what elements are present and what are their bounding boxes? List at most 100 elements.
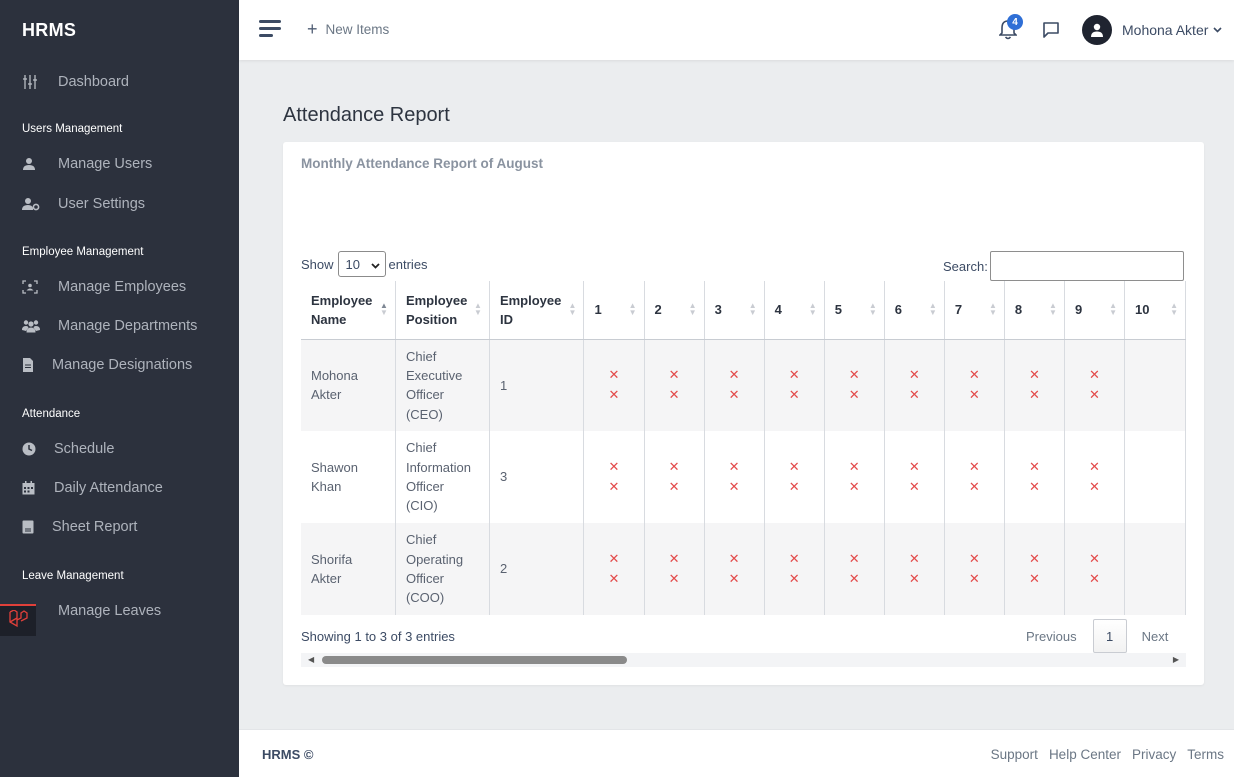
footer-link-terms[interactable]: Terms [1187,747,1224,762]
scroll-right-icon[interactable]: ▶ [1172,655,1179,664]
absent-mark-icon: ✕ [968,551,980,566]
top-header: + New Items 4 Mohona Akter [239,0,1234,60]
sort-icon: ▲ ▼ [748,301,757,317]
absent-mark-icon: ✕ [848,459,860,474]
page-length-select[interactable]: 10 [337,251,386,277]
new-items-button[interactable]: + New Items [307,20,389,38]
sidebar-item-label: User Settings [58,196,146,212]
column-header-day[interactable]: 7 ▲ ▼ [944,281,1005,340]
cell-attendance: ✕ ✕ [704,523,765,615]
report-card: Monthly Attendance Report of August Show… [283,142,1204,685]
footer-link-privacy[interactable]: Privacy [1131,747,1177,762]
show-label: Show [301,256,334,272]
cell-attendance: ✕ ✕ [1064,523,1126,615]
sort-icon: ▲ ▼ [568,301,577,317]
previous-page-button[interactable]: Previous [1026,628,1077,644]
sort-icon: ▲ ▼ [628,301,637,317]
cell-attendance: ✕ ✕ [644,339,705,431]
absent-mark-icon: ✕ [1089,459,1100,474]
column-header-label: 10 [1135,302,1150,318]
sort-asc-icon: ▲ ▼ [380,301,388,317]
section-title-employees: Employee Management [22,246,144,258]
sidebar-item-label: Manage Users [58,156,153,172]
column-header-label: 1 [594,302,602,318]
column-header-employee-position[interactable]: Employee Position ▲ ▼ [395,281,490,340]
cell-attendance: ✕ ✕ [704,339,765,431]
sort-icon: ▲ ▼ [868,301,877,317]
brand-logo[interactable]: HRMS [22,20,77,40]
user-name: Mohona Akter [1122,22,1209,38]
cell-attendance: ✕ ✕ [644,523,705,615]
search-label: Search: [943,258,988,274]
avatar [1082,15,1112,45]
column-header-day[interactable]: 5 ▲ ▼ [824,281,885,340]
column-header-day[interactable]: 6 ▲ ▼ [884,281,945,340]
cell-attendance: ✕ ✕ [944,339,1005,431]
absent-mark-icon: ✕ [608,367,620,383]
absent-mark-icon: ✕ [1028,367,1040,383]
sidebar-item-label: Manage Departments [58,318,198,334]
scrollbar-thumb[interactable] [322,656,627,664]
next-page-button[interactable]: Next [1141,628,1169,644]
section-title-leave: Leave Management [22,570,124,582]
clock-icon [22,442,42,456]
chat-icon [1042,22,1060,43]
sliders-icon [22,74,42,90]
sidebar-item-manage-departments[interactable]: Manage Departments [22,314,197,338]
sort-icon: ▲ ▼ [808,301,817,317]
cell-attendance [1124,339,1186,431]
sidebar-item-sheet-report[interactable]: Sheet Report [22,515,137,539]
sidebar-item-manage-users[interactable]: Manage Users [22,152,152,176]
absent-mark-icon: ✕ [908,387,920,403]
column-header-day[interactable]: 10 ▲ ▼ [1124,281,1186,340]
plus-icon: + [307,19,318,39]
absent-mark-icon: ✕ [668,367,680,383]
sidebar-item-schedule[interactable]: Schedule [22,437,114,461]
cell-attendance: ✕ ✕ [884,523,945,615]
debugbar-tab[interactable] [0,604,36,636]
messages-button[interactable] [1042,21,1060,39]
cell-employee-position: Chief Information Officer (CIO) [395,431,490,523]
column-header-day[interactable]: 8 ▲ ▼ [1004,281,1065,340]
column-header-employee-id[interactable]: Employee ID ▲ ▼ [489,281,585,340]
page-length-control: Show 10 entries [301,251,428,277]
search-input[interactable] [989,251,1184,281]
absent-mark-icon: ✕ [728,479,740,494]
column-header-day[interactable]: 3 ▲ ▼ [704,281,765,340]
absent-mark-icon: ✕ [1089,551,1100,566]
column-header-employee-name[interactable]: Employee Name ▲ ▼ [301,281,396,340]
table-row: Shorifa Akter Chief Operating Officer (CO… [301,523,1186,615]
column-header-day[interactable]: 4 ▲ ▼ [764,281,825,340]
footer-link-help-center[interactable]: Help Center [1048,747,1121,762]
horizontal-scrollbar[interactable]: ◀ ▶ [301,653,1186,667]
footer-link-support[interactable]: Support [990,747,1038,762]
sidebar-item-manage-designations[interactable]: Manage Designations [22,353,192,377]
sidebar-item-user-settings[interactable]: User Settings [22,192,145,216]
table-search: Search: [943,251,1184,281]
absent-mark-icon: ✕ [608,387,620,403]
footer-links: Support Help Center Privacy Terms [980,747,1224,762]
column-header-day[interactable]: 9 ▲ ▼ [1064,281,1126,340]
column-header-day[interactable]: 1 ▲ ▼ [583,281,645,340]
cell-employee-position: Chief Operating Officer (COO) [395,523,490,615]
sidebar-item-label: Daily Attendance [54,480,163,496]
absent-mark-icon: ✕ [1028,571,1040,586]
column-header-day[interactable]: 2 ▲ ▼ [644,281,705,340]
sidebar-item-manage-leaves[interactable]: Manage Leaves [58,599,161,623]
menu-toggle-icon[interactable] [259,20,281,38]
sidebar-item-manage-employees[interactable]: Manage Employees [22,275,186,299]
absent-mark-icon: ✕ [968,387,980,403]
pagination: Previous 1 Next [1026,619,1168,653]
user-menu[interactable]: Mohona Akter [1082,15,1222,45]
column-header-label: 6 [894,302,902,318]
id-scan-icon [22,280,42,294]
sidebar-item-dashboard[interactable]: Dashboard [22,70,129,94]
absent-mark-icon: ✕ [908,367,920,383]
sidebar-item-daily-attendance[interactable]: Daily Attendance [22,476,163,500]
absent-mark-icon: ✕ [908,459,920,474]
scroll-left-icon[interactable]: ◀ [308,655,315,664]
notifications-button[interactable]: 4 [998,14,1023,42]
sidebar-item-label: Schedule [54,441,115,457]
cell-attendance: ✕ ✕ [764,431,825,523]
page-1-button[interactable]: 1 [1092,619,1127,653]
